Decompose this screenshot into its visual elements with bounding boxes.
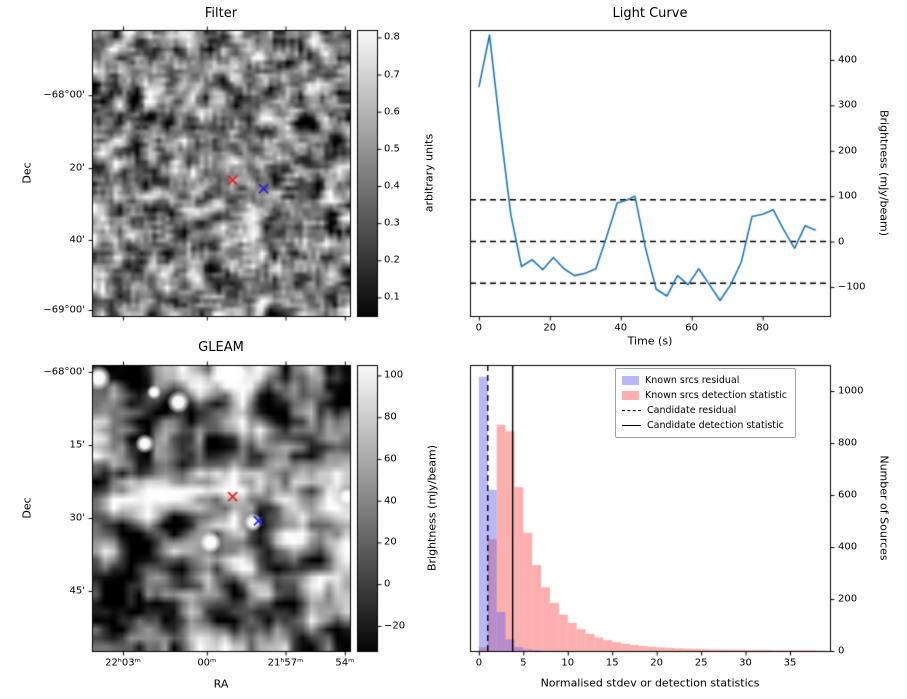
dashed-line-swatch — [622, 410, 641, 411]
filter-colorbar-label: arbitrary units — [422, 133, 436, 213]
gleam-xtick: 54ᵐ — [335, 657, 355, 669]
light-curve-ytick: 400 — [838, 54, 858, 66]
light-curve-ytick: −100 — [838, 281, 866, 293]
gleam-colorbar-tick: −20 — [384, 620, 406, 632]
gleam-colorbar-label: Brightness (mJy/beam) — [425, 444, 439, 572]
histogram-ytick: 400 — [838, 541, 858, 553]
filter-ytick: −69°00' — [43, 304, 85, 316]
legend-entry-candidate-residual: Candidate residual — [622, 403, 787, 418]
filter-colorbar-tick: 0.5 — [384, 143, 400, 155]
gleam-xtick: 22ʰ03ᵐ — [105, 657, 141, 669]
light-curve-xtick: 80 — [756, 322, 769, 334]
legend-entry-detection: Known srcs detection statistic — [622, 388, 787, 403]
histogram-xtick: 25 — [694, 657, 708, 669]
histogram-xtick: 30 — [739, 657, 752, 669]
light-curve-xtick: 60 — [685, 322, 699, 334]
filter-ytick: 40' — [69, 234, 85, 246]
light-curve-xtick: 40 — [614, 322, 628, 334]
histogram-ytick: 200 — [838, 593, 858, 605]
legend-label: Known srcs detection statistic — [645, 390, 787, 401]
histogram-ylabel: Number of Sources — [877, 455, 891, 561]
legend-label: Candidate detection statistic — [647, 420, 784, 431]
histogram-xlabel: Normalised stdev or detection statistics — [540, 676, 760, 690]
gleam-xlabel: RA — [213, 677, 229, 691]
light-curve-ytick: 0 — [838, 236, 845, 248]
light-curve-xtick: 0 — [475, 322, 483, 334]
histogram-ytick: 0 — [838, 645, 845, 657]
light-curve-ylabel: Brightness (mJy/beam) — [877, 109, 891, 237]
light-curve-ytick: 100 — [838, 190, 858, 202]
histogram-ytick: 800 — [838, 437, 858, 449]
gleam-colorbar-tick: 60 — [384, 453, 397, 465]
gleam-colorbar-tick: 0 — [384, 578, 391, 590]
histogram-xtick: 20 — [650, 657, 664, 669]
light-curve-title: Light Curve — [612, 6, 688, 21]
filter-colorbar-tick: 0.1 — [384, 291, 400, 303]
gleam-colorbar-tick: 100 — [384, 369, 404, 381]
legend-label: Known srcs residual — [645, 375, 740, 386]
histogram-xtick: 35 — [783, 657, 797, 669]
histogram-ytick: 600 — [838, 489, 858, 501]
gleam-ytick: 15' — [69, 439, 85, 451]
histogram-xtick: 10 — [561, 657, 575, 669]
filter-colorbar-tick: 0.6 — [384, 106, 400, 118]
filter-ylabel: Dec — [20, 162, 34, 184]
gleam-xtick: 21ʰ57ᵐ — [267, 657, 304, 669]
light-curve-xtick: 20 — [543, 322, 557, 334]
gleam-colorbar-tick: 20 — [384, 536, 397, 548]
gleam-ylabel: Dec — [20, 497, 34, 519]
gleam-title: GLEAM — [198, 340, 244, 355]
detection-patch-swatch — [622, 391, 639, 400]
gleam-ytick: 30' — [69, 512, 85, 524]
filter-colorbar-tick: 0.7 — [384, 69, 400, 81]
residual-patch-swatch — [622, 376, 639, 385]
filter-colorbar-tick: 0.2 — [384, 254, 400, 266]
legend-entry-residual: Known srcs residual — [622, 373, 787, 388]
solid-line-swatch — [622, 425, 641, 426]
gleam-ytick: −68°00' — [43, 366, 85, 378]
histogram-xtick: 0 — [475, 657, 483, 669]
legend-entry-candidate-detection: Candidate detection statistic — [622, 418, 787, 433]
gleam-ytick: 45' — [69, 585, 85, 597]
filter-title: Filter — [204, 6, 238, 21]
gleam-xtick: 00ᵐ — [197, 657, 217, 669]
filter-ytick: 20' — [69, 162, 85, 174]
gleam-colorbar-tick: 40 — [384, 495, 397, 507]
legend-label: Candidate residual — [647, 405, 737, 416]
histogram-ytick: 1000 — [838, 385, 864, 397]
light-curve-xlabel: Time (s) — [627, 334, 673, 348]
filter-ytick: −68°00' — [43, 89, 85, 101]
legend: Known srcs residual Known srcs detection… — [615, 368, 796, 438]
filter-colorbar-tick: 0.4 — [384, 180, 400, 192]
histogram-xtick: 15 — [605, 657, 619, 669]
filter-colorbar-tick: 0.3 — [384, 217, 400, 229]
gleam-colorbar-tick: 80 — [384, 411, 397, 423]
light-curve-ytick: 300 — [838, 99, 858, 111]
filter-colorbar-tick: 0.8 — [384, 31, 400, 43]
light-curve-ytick: 200 — [838, 145, 858, 157]
histogram-xtick: 5 — [520, 657, 527, 669]
